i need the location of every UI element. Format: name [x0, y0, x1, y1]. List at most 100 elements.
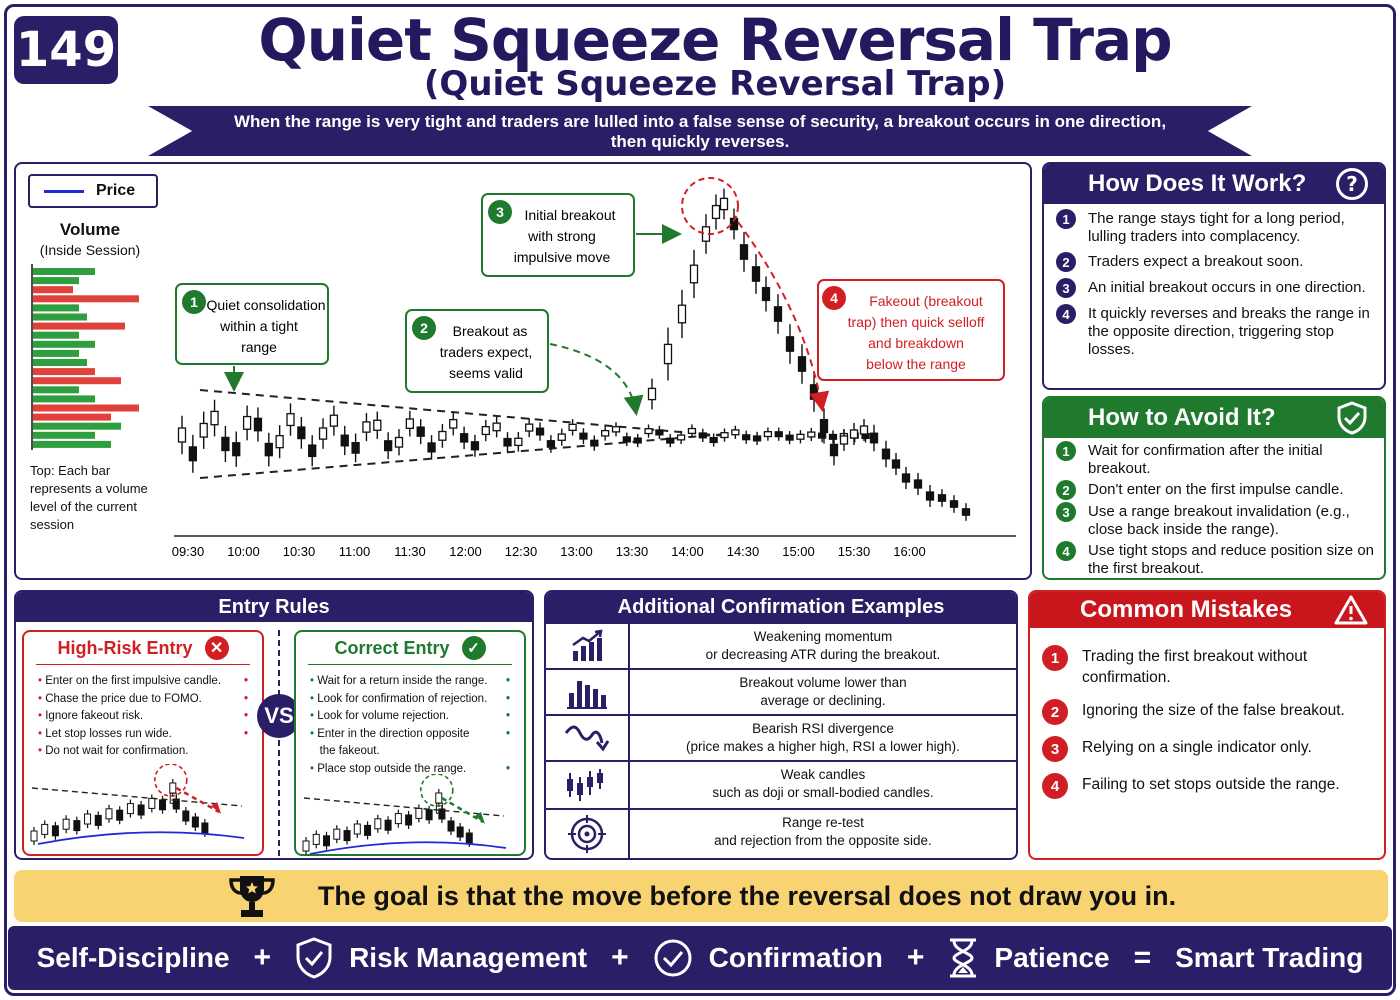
- time-label: 14:00: [671, 544, 704, 559]
- footer-smart-trading: Smart Trading: [1175, 942, 1364, 973]
- mini-candle: [438, 805, 446, 823]
- candle: [739, 232, 749, 272]
- candle: [503, 432, 512, 453]
- list-item: 4 It quickly reverses and breaks the rang…: [1056, 304, 1374, 359]
- callout-2-line-1: Breakout as: [453, 323, 528, 339]
- list-item: 4 Use tight stops and reduce position siz…: [1056, 541, 1374, 578]
- mini-candle: [105, 804, 113, 823]
- list-item: 2 Ignoring the size of the false breakout…: [1042, 699, 1372, 725]
- entry-rules-title: Entry Rules: [16, 592, 532, 622]
- mini-candle: [405, 811, 413, 829]
- mini-candle: [126, 799, 134, 818]
- candle: [449, 412, 458, 436]
- volume-bar: [33, 422, 121, 430]
- candle: [751, 254, 761, 294]
- callout-4: 4 Fakeout (breakout trap) then quick sel…: [817, 279, 1005, 381]
- volume-title: Volume: [59, 220, 121, 239]
- pattern-number-badge: 149: [14, 16, 118, 84]
- mini-candle: [148, 794, 156, 813]
- candle: [394, 429, 404, 456]
- confirmation-row: Breakout volume lower than average or dec…: [546, 668, 1016, 714]
- candle: [590, 435, 599, 451]
- candle: [711, 194, 721, 230]
- callout-1-line-1: Quiet consolidation: [206, 297, 325, 313]
- list-item: • Wait for a return inside the range. •: [310, 675, 510, 687]
- how-to-avoid-header: How to Avoid It?: [1044, 398, 1384, 438]
- target-icon: [568, 815, 606, 853]
- candle: [891, 453, 901, 475]
- mini-arrow-head: [211, 802, 222, 814]
- mini-candle: [302, 837, 310, 854]
- candle: [405, 410, 415, 437]
- candle: [416, 419, 425, 445]
- common-mistakes-panel: Common Mistakes 1 Trading the first break…: [1028, 590, 1386, 860]
- volume-bars-icon: [567, 681, 607, 709]
- ribbon-line-2: then quickly reverses.: [610, 132, 790, 151]
- callout-4-line-2: trap) then quick selloff: [848, 314, 985, 330]
- candle: [459, 426, 469, 450]
- vs-divider: [278, 630, 280, 856]
- candle: [535, 422, 545, 441]
- volume-bar: [33, 322, 125, 330]
- candle: [647, 378, 657, 410]
- high-risk-list: • Enter on the first impulsive candle. • …: [24, 665, 262, 761]
- mini-candle: [456, 823, 464, 841]
- candle: [796, 430, 805, 444]
- candle: [731, 425, 740, 439]
- list-item: • Chase the price due to FOMO. •: [38, 692, 248, 705]
- description-ribbon: When the range is very tight and traders…: [148, 106, 1252, 156]
- mini-arrow: [441, 796, 484, 824]
- list-item: • Place stop outside the range. •: [310, 762, 510, 775]
- time-label: 10:30: [283, 544, 316, 559]
- candle: [221, 425, 230, 462]
- volume-bar: [33, 295, 139, 303]
- callout-1-num: 1: [190, 294, 198, 310]
- candle: [729, 208, 739, 240]
- candle: [297, 416, 306, 449]
- how-it-works-panel: How Does It Work? ? 1 The range stays tig…: [1042, 162, 1386, 390]
- candle: [546, 435, 556, 453]
- goal-banner: The goal is that the move before the rev…: [14, 870, 1388, 922]
- candle: [525, 418, 534, 438]
- candle: [720, 428, 729, 442]
- callout-1-line-2: within a tight: [219, 318, 298, 334]
- list-item: • Enter on the first impulsive candle. •: [38, 675, 248, 687]
- mini-candle: [312, 830, 320, 849]
- mini-candle: [384, 816, 392, 835]
- mini-candle: [84, 810, 92, 828]
- how-to-avoid-panel: How to Avoid It? 1 Wait for confirmation …: [1042, 396, 1386, 580]
- candle: [568, 419, 577, 436]
- common-mistakes-title: Common Mistakes: [1080, 596, 1293, 623]
- correct-entry-mini-chart: [302, 774, 507, 854]
- mini-candle: [191, 813, 199, 831]
- callout-3-line-1: Initial breakout: [524, 207, 615, 223]
- page-title: Quiet Squeeze Reversal Trap: [258, 6, 1172, 74]
- how-to-avoid-list: 1 Wait for confirmation after the initial…: [1044, 438, 1384, 578]
- callout-2-line-3: seems valid: [449, 365, 523, 381]
- time-label: 10:00: [227, 544, 260, 559]
- candle: [709, 433, 718, 447]
- mini-arrow: [175, 786, 220, 814]
- time-label: 15:30: [838, 544, 871, 559]
- mini-candle: [73, 816, 81, 835]
- candle: [373, 411, 382, 440]
- footer-risk-management: Risk Management: [349, 942, 588, 973]
- candle: [188, 434, 198, 473]
- list-item: 4 Failing to set stops outside the range.: [1042, 773, 1372, 799]
- list-item: • Ignore fakeout risk. •: [38, 710, 248, 722]
- entry-rules-panel: Entry Rules High-Risk Entry ✕ • Enter on …: [14, 590, 534, 860]
- wave-arrow-icon: [564, 725, 610, 752]
- warning-icon: [1334, 595, 1368, 625]
- candle: [663, 327, 673, 381]
- list-item: • Do not wait for confirmation.: [38, 745, 189, 757]
- callout-1-line-3: range: [241, 339, 277, 355]
- list-item: • Enter in the direction opposite •: [310, 727, 510, 740]
- time-label: 12:30: [505, 544, 538, 559]
- how-it-works-title: How Does It Work?: [1088, 170, 1307, 197]
- candles-icon: [567, 769, 603, 801]
- candle: [427, 435, 436, 460]
- mini-peak-circle: [420, 774, 454, 807]
- confirmation-row: Bearish RSI divergence (price makes a hig…: [546, 714, 1016, 760]
- mini-candle: [364, 821, 372, 840]
- price-legend-label: Price: [96, 182, 136, 199]
